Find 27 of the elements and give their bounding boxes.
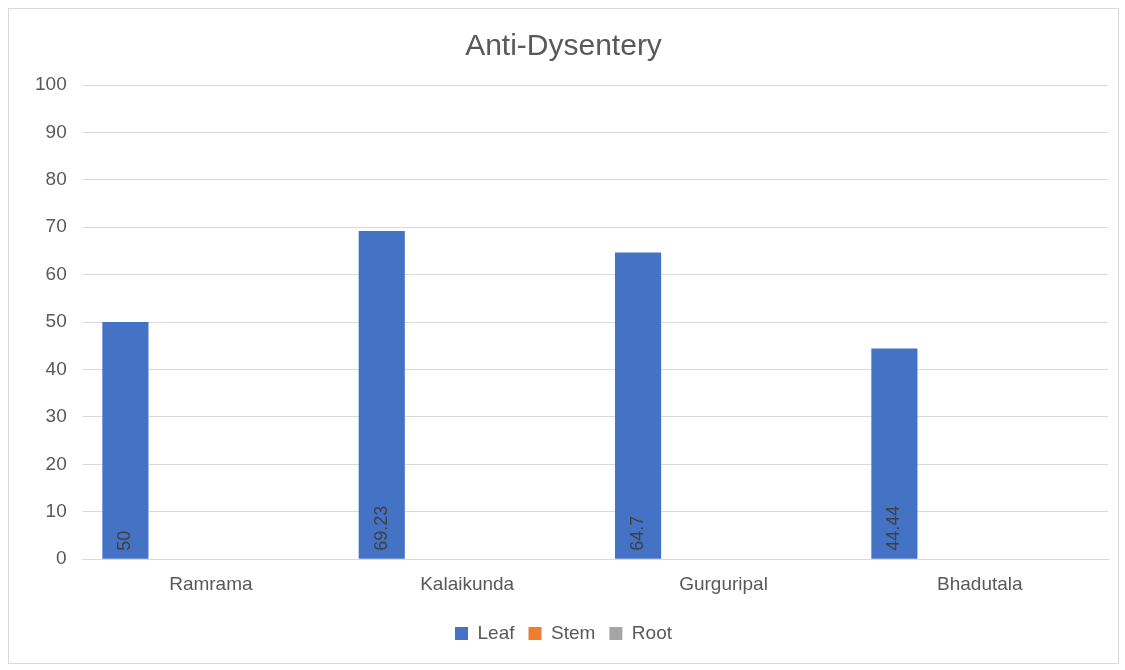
y-tick-label: 30 bbox=[45, 405, 67, 427]
y-tick-label: 60 bbox=[45, 262, 67, 284]
data-label: 64.7 bbox=[627, 515, 648, 551]
y-tick-label: 10 bbox=[45, 500, 67, 522]
y-tick-label: 80 bbox=[45, 168, 67, 190]
y-tick-label: 100 bbox=[35, 73, 67, 95]
data-label: 44.44 bbox=[883, 505, 904, 551]
data-label: 69.23 bbox=[370, 505, 391, 551]
bar bbox=[102, 322, 149, 559]
legend-label: Root bbox=[631, 621, 673, 643]
x-tick-label: Bhadutala bbox=[937, 572, 1024, 594]
x-tick-label: Ramrama bbox=[169, 572, 253, 594]
y-tick-label: 20 bbox=[45, 452, 67, 474]
bar bbox=[615, 252, 662, 559]
y-tick-label: 50 bbox=[45, 310, 67, 332]
data-label: 50 bbox=[114, 530, 135, 551]
legend-label: Leaf bbox=[477, 621, 516, 643]
x-tick-label: Gurguripal bbox=[679, 572, 768, 594]
bar bbox=[871, 348, 918, 559]
chart-title: Anti-Dysentery bbox=[465, 28, 662, 62]
y-tick-label: 90 bbox=[45, 120, 67, 142]
y-tick-label: 70 bbox=[45, 215, 67, 237]
legend-label: Stem bbox=[551, 621, 596, 643]
y-tick-label: 40 bbox=[45, 357, 67, 379]
x-tick-label: Kalaikunda bbox=[420, 572, 515, 594]
y-tick-label: 0 bbox=[56, 547, 67, 569]
bar bbox=[358, 230, 405, 559]
